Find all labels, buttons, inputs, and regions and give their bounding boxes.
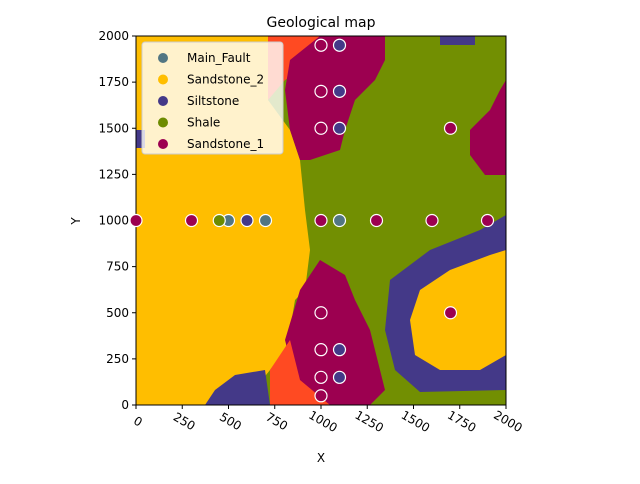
legend-marker — [158, 117, 168, 128]
legend-label: Sandstone_1 — [187, 137, 264, 151]
y-tick-label: 1000 — [98, 214, 129, 228]
point — [332, 370, 347, 384]
point — [443, 121, 458, 135]
legend-marker — [158, 96, 168, 106]
x-tick-label: 750 — [263, 410, 290, 434]
legend-label: Main_Fault — [187, 51, 251, 65]
y-tick-label: 1250 — [98, 167, 129, 181]
basement-region — [270, 340, 330, 405]
point — [332, 84, 347, 98]
point — [258, 213, 273, 228]
point — [314, 389, 328, 403]
point — [314, 121, 328, 135]
point — [314, 343, 328, 357]
y-tick-label: 1750 — [98, 75, 129, 89]
legend-marker — [158, 74, 168, 85]
legend-label: Sandstone_2 — [187, 73, 264, 87]
y-tick-label: 1500 — [98, 121, 129, 135]
point — [184, 213, 199, 228]
point — [332, 38, 347, 52]
point — [443, 306, 458, 320]
x-tick-label: 1750 — [445, 408, 478, 435]
point — [129, 213, 143, 228]
x-tick-label: 1250 — [353, 408, 386, 435]
sandstone1-region — [285, 260, 385, 405]
point — [332, 121, 347, 135]
legend-box — [141, 41, 284, 155]
y-tick-label: 250 — [106, 352, 129, 366]
legend-marker — [158, 53, 168, 63]
legend-label: Siltstone — [187, 94, 239, 108]
x-tick-label: 1000 — [306, 408, 339, 435]
point — [369, 213, 384, 228]
chart-title: Geological map — [267, 15, 376, 31]
x-axis-label: X — [317, 451, 325, 465]
point — [332, 213, 347, 228]
point — [425, 213, 439, 228]
legend-label: Shale — [187, 116, 220, 130]
siltstone-region — [205, 370, 270, 405]
point — [314, 306, 328, 320]
y-tick-label: 750 — [106, 260, 129, 274]
siltstone-region — [136, 130, 145, 148]
sandstone1-region — [285, 36, 385, 160]
x-tick-label: 250 — [171, 410, 198, 434]
siltstone-region — [440, 36, 475, 45]
point — [212, 213, 226, 228]
x-tick-label: 1500 — [399, 408, 432, 435]
x-tick-label: 0 — [131, 414, 145, 430]
legend-marker — [158, 139, 168, 149]
point — [314, 38, 328, 52]
y-tick-label: 2000 — [98, 29, 129, 43]
point — [314, 84, 328, 98]
sandstone1-region — [470, 80, 506, 175]
point — [314, 370, 328, 384]
point — [480, 213, 495, 228]
y-axis-label: Y — [69, 217, 83, 226]
sandstone2-region — [410, 250, 506, 370]
point — [240, 213, 254, 228]
x-tick-label: 500 — [217, 410, 244, 434]
x-tick-label: 2000 — [491, 408, 524, 435]
y-tick-label: 500 — [106, 306, 129, 320]
point — [332, 343, 347, 357]
point — [314, 213, 328, 228]
y-tick-label: 0 — [121, 398, 129, 412]
